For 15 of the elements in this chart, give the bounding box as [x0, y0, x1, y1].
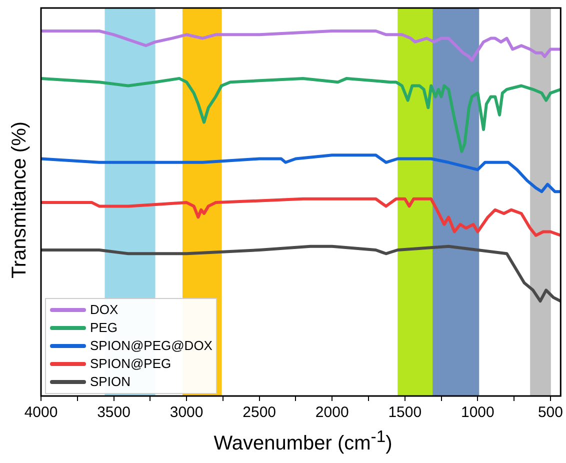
x-tick-label: 1500 — [388, 404, 422, 422]
legend-label: SPION — [90, 373, 130, 391]
x-tick-label: 3000 — [170, 404, 204, 422]
x-tick-label: 2000 — [315, 404, 349, 422]
x-tick-label: 2500 — [242, 404, 276, 422]
x-tick-label: 4000 — [24, 404, 58, 422]
legend-label: SPION@PEG@DOX — [90, 337, 212, 355]
x-tick-label: 1000 — [461, 404, 494, 422]
y-axis-title: Transmitance (%) — [8, 121, 32, 279]
legend-label: PEG — [90, 319, 118, 337]
legend-label: DOX — [90, 301, 118, 319]
x-tick-label: 3500 — [97, 404, 130, 422]
x-tick-label: 500 — [538, 404, 563, 422]
x-axis-title: Wavenumber (cm$^{-1}$) — [212, 427, 394, 456]
legend-label: SPION@PEG — [90, 355, 172, 373]
